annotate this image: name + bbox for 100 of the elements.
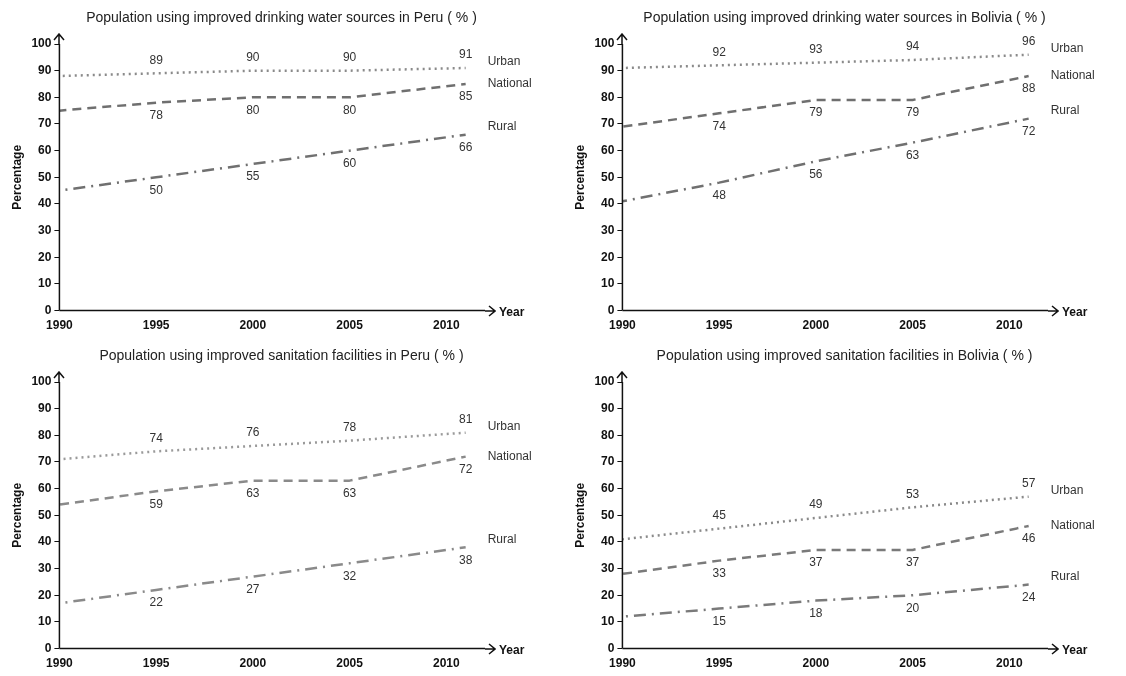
data-label: 78: [149, 107, 164, 122]
x-tick-label: 2005: [899, 318, 927, 333]
y-tick-label: 20: [601, 587, 615, 602]
x-tick-label: 1995: [142, 656, 170, 671]
series-label: Rural: [1050, 568, 1080, 583]
y-tick-label: 90: [38, 400, 52, 415]
y-tick-label: 50: [38, 507, 52, 522]
y-tick-label: 70: [38, 454, 52, 469]
data-label: 46: [1021, 531, 1036, 546]
data-label: 20: [905, 600, 920, 615]
y-tick-label: 0: [607, 302, 615, 317]
x-tick-label: 2010: [432, 656, 460, 671]
data-label: 45: [712, 507, 727, 522]
data-label: 96: [1021, 33, 1036, 48]
chart-title: Population using improved sanitation facilities in Peru ( % ): [98, 346, 465, 365]
data-label: 72: [458, 461, 473, 476]
data-label: 91: [458, 47, 473, 62]
data-label: 89: [149, 52, 164, 67]
x-tick-label: 2010: [432, 318, 460, 333]
data-label: 56: [809, 166, 823, 181]
y-tick-label: 70: [601, 454, 615, 469]
data-label: 57: [1021, 475, 1036, 490]
data-label: 74: [149, 430, 164, 445]
data-label: 78: [342, 419, 357, 434]
x-tick-label: 1995: [705, 318, 733, 333]
y-tick-label: 80: [601, 427, 615, 442]
data-label: 48: [712, 187, 727, 202]
data-label: 74: [712, 118, 727, 133]
series-label: Urban: [487, 54, 521, 69]
data-label: 53: [905, 486, 920, 501]
data-label: 50: [149, 182, 164, 197]
y-tick-label: 40: [601, 534, 615, 549]
x-tick-label: 1990: [46, 318, 74, 333]
y-tick-label: 40: [38, 196, 52, 211]
y-tick-label: 40: [38, 534, 52, 549]
data-label: 55: [246, 169, 260, 184]
data-label: 90: [246, 49, 260, 64]
data-label: 66: [458, 139, 473, 154]
y-tick-label: 60: [38, 142, 52, 157]
data-label: 22: [149, 595, 164, 610]
y-tick-label: 50: [601, 507, 615, 522]
data-label: 24: [1021, 589, 1036, 604]
data-label: 85: [458, 89, 473, 104]
y-tick-label: 0: [44, 302, 52, 317]
y-axis-title: Percentage: [572, 144, 587, 210]
y-tick-label: 50: [38, 169, 52, 184]
y-tick-label: 10: [38, 276, 52, 291]
x-tick-label: 1990: [46, 656, 74, 671]
series-label: Rural: [487, 531, 517, 546]
data-label: 79: [905, 105, 920, 120]
y-tick-label: 80: [38, 427, 52, 442]
series-label: Urban: [1050, 40, 1084, 55]
series-label: Urban: [487, 418, 521, 433]
data-label: 81: [458, 411, 473, 426]
y-tick-label: 20: [601, 249, 615, 264]
data-label: 92: [712, 44, 727, 59]
data-label: 63: [246, 485, 260, 500]
data-label: 76: [246, 425, 260, 440]
y-tick-label: 30: [38, 222, 52, 237]
x-tick-label: 2010: [995, 656, 1023, 671]
data-label: 80: [246, 102, 260, 117]
data-label: 33: [712, 565, 727, 580]
series-label: Rural: [487, 118, 517, 133]
y-tick-label: 60: [38, 480, 52, 495]
series-label: National: [487, 76, 532, 91]
y-tick-label: 20: [38, 249, 52, 264]
y-axis-title: Percentage: [9, 482, 24, 548]
x-tick-label: 1990: [609, 318, 637, 333]
chart-title: Population using improved drinking water sources in Peru ( % ): [85, 8, 478, 27]
y-tick-label: 20: [38, 587, 52, 602]
data-label: 93: [809, 41, 823, 56]
x-tick-label: 1995: [705, 656, 733, 671]
y-tick-label: 30: [601, 222, 615, 237]
series-label: National: [1050, 68, 1095, 83]
y-axis-title: Percentage: [9, 144, 24, 210]
y-tick-label: 80: [38, 89, 52, 104]
y-tick-label: 90: [38, 62, 52, 77]
x-tick-label: 2010: [995, 318, 1023, 333]
y-tick-label: 0: [607, 640, 615, 655]
x-tick-label: 2000: [802, 656, 830, 671]
data-label: 38: [458, 552, 473, 567]
x-tick-label: 2005: [336, 656, 364, 671]
data-label: 27: [246, 581, 260, 596]
chart-title: Population using improved drinking water sources in Bolivia ( % ): [642, 8, 1047, 27]
data-label: 88: [1021, 81, 1036, 96]
y-tick-label: 100: [31, 36, 52, 51]
y-axis-title: Percentage: [572, 482, 587, 548]
y-tick-label: 40: [601, 196, 615, 211]
series-label: National: [1050, 518, 1095, 533]
x-tick-label: 1990: [609, 656, 637, 671]
data-label: 60: [342, 155, 357, 170]
y-tick-label: 90: [601, 62, 615, 77]
x-tick-label: 2000: [239, 656, 267, 671]
data-label: 59: [149, 496, 164, 511]
data-label: 49: [809, 497, 823, 512]
y-tick-label: 50: [601, 169, 615, 184]
data-label: 72: [1021, 123, 1036, 138]
y-tick-label: 10: [601, 614, 615, 629]
data-label: 79: [809, 105, 823, 120]
y-tick-label: 90: [601, 400, 615, 415]
